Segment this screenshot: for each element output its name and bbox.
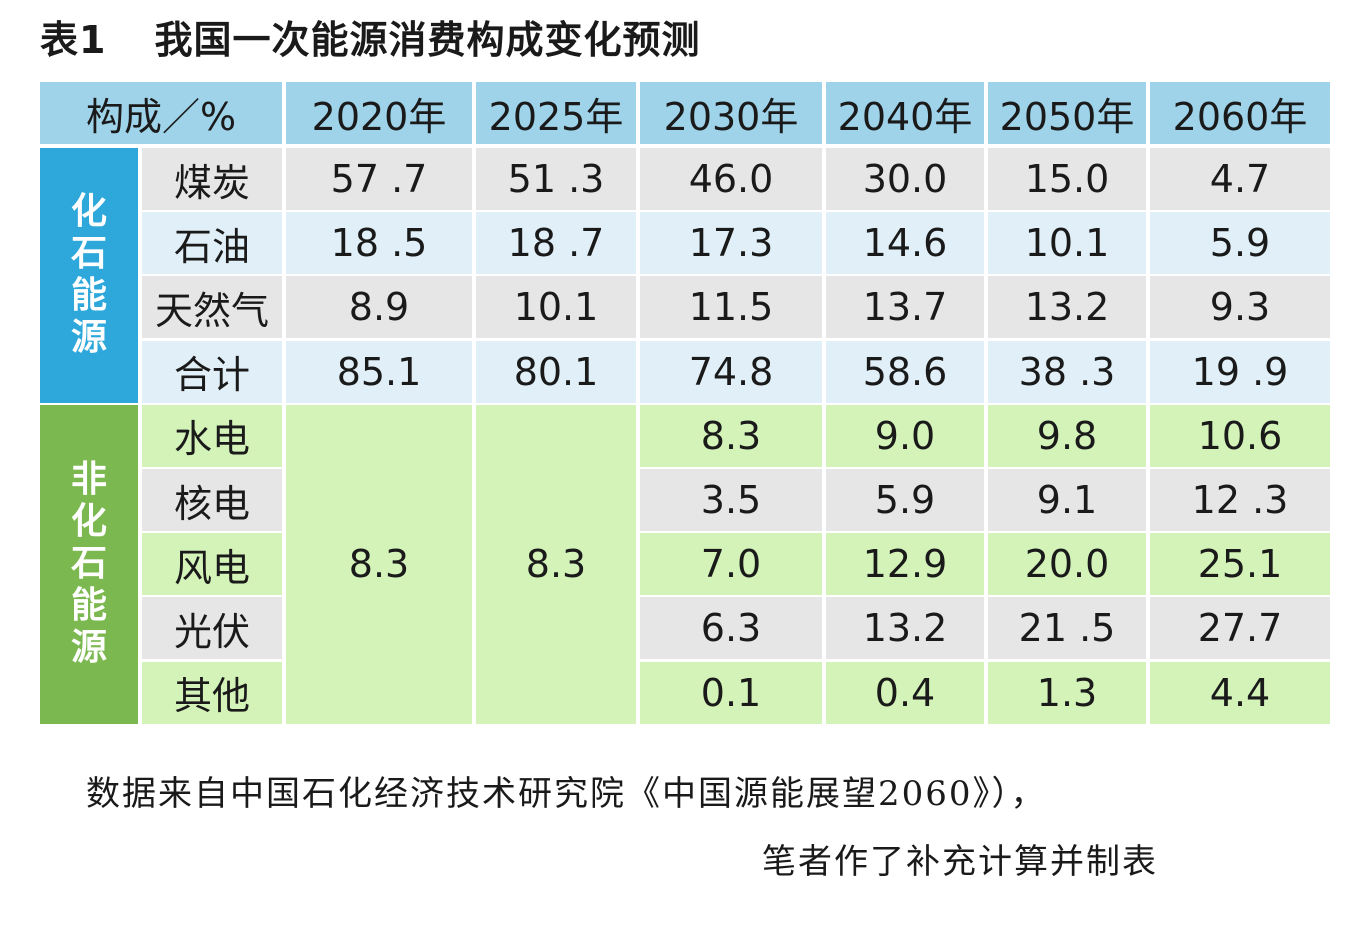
category-char: 能 [70, 585, 107, 627]
row-label: 石油 [142, 212, 282, 275]
category-nonfossil: 非化石能源 [40, 404, 138, 724]
table-cell: 85.1 [286, 340, 472, 403]
category-char: 非 [70, 459, 107, 501]
table-cell: 9.0 [826, 404, 984, 467]
category-char: 化 [70, 501, 107, 543]
table-cell: 19 .9 [1150, 340, 1330, 403]
category-char: 源 [70, 627, 107, 669]
table-cell: 0.4 [826, 661, 984, 724]
table-cell: 46.0 [640, 148, 822, 210]
table-cell: 25.1 [1150, 533, 1330, 596]
header-corner: 构成／% [40, 82, 282, 144]
table-cell: 38 .3 [988, 340, 1146, 403]
merged-cell-2025: 8.3 [476, 404, 636, 724]
table-cell: 7.0 [640, 533, 822, 596]
table-cell: 27.7 [1150, 597, 1330, 660]
row-label: 其他 [142, 661, 282, 724]
table-cell: 5.9 [826, 469, 984, 531]
table-cell: 14.6 [826, 212, 984, 275]
table-cell: 30.0 [826, 148, 984, 210]
table-cell: 0.1 [640, 661, 822, 724]
table-cell: 57 .7 [286, 148, 472, 210]
table-cell: 8.3 [640, 404, 822, 467]
table-cell: 12 .3 [1150, 469, 1330, 531]
table-cell: 15.0 [988, 148, 1146, 210]
table-cell: 8.9 [286, 276, 472, 339]
table-cell: 12.9 [826, 533, 984, 596]
table-cell: 18 .7 [476, 212, 636, 275]
table-cell: 3.5 [640, 469, 822, 531]
row-label: 天然气 [142, 276, 282, 339]
category-char: 化 [70, 191, 107, 233]
table-cell: 11.5 [640, 276, 822, 339]
table-cell: 10.1 [476, 276, 636, 339]
table-title: 表1 我国一次能源消费构成变化预测 [40, 14, 700, 66]
table-cell: 20.0 [988, 533, 1146, 596]
row-label: 煤炭 [142, 148, 282, 210]
header-year: 2025年 [476, 82, 636, 144]
table-cell: 10.6 [1150, 404, 1330, 467]
table-cell: 9.3 [1150, 276, 1330, 339]
table-cell: 21 .5 [988, 597, 1146, 660]
header-year: 2060年 [1150, 82, 1330, 144]
header-year: 2050年 [988, 82, 1146, 144]
table-cell: 13.7 [826, 276, 984, 339]
table-cell: 13.2 [826, 597, 984, 660]
table-caption: 我国一次能源消费构成变化预测 [154, 18, 701, 62]
table-cell: 13.2 [988, 276, 1146, 339]
table-cell: 51 .3 [476, 148, 636, 210]
source-note: 数据来自中国石化经济技术研究院《中国源能展望2060》）， [86, 774, 1047, 814]
energy-table: 构成／% 2020年 2025年 2030年 2040年 2050年 2060年化石能源非化… [40, 82, 1332, 726]
row-label: 核电 [142, 469, 282, 531]
category-char: 能 [70, 275, 107, 317]
row-label: 水电 [142, 404, 282, 467]
header-year: 2020年 [286, 82, 472, 144]
row-label: 光伏 [142, 597, 282, 660]
author-note: 笔者作了补充计算并制表 [762, 842, 1158, 882]
table-cell: 10.1 [988, 212, 1146, 275]
category-char: 源 [70, 317, 107, 359]
table-cell: 4.7 [1150, 148, 1330, 210]
table-cell: 1.3 [988, 661, 1146, 724]
category-fossil: 化石能源 [40, 148, 138, 403]
table-cell: 58.6 [826, 340, 984, 403]
table-cell: 4.4 [1150, 661, 1330, 724]
table-cell: 80.1 [476, 340, 636, 403]
category-char: 石 [70, 543, 107, 585]
table-cell: 17.3 [640, 212, 822, 275]
category-char: 石 [70, 233, 107, 275]
merged-cell-2020: 8.3 [286, 404, 472, 724]
header-year: 2040年 [826, 82, 984, 144]
table-cell: 9.1 [988, 469, 1146, 531]
table-number: 表1 [40, 18, 107, 62]
row-label: 风电 [142, 533, 282, 596]
table-cell: 6.3 [640, 597, 822, 660]
table-cell: 9.8 [988, 404, 1146, 467]
header-year: 2030年 [640, 82, 822, 144]
table-cell: 18 .5 [286, 212, 472, 275]
table-cell: 5.9 [1150, 212, 1330, 275]
table-cell: 74.8 [640, 340, 822, 403]
row-label: 合计 [142, 340, 282, 403]
